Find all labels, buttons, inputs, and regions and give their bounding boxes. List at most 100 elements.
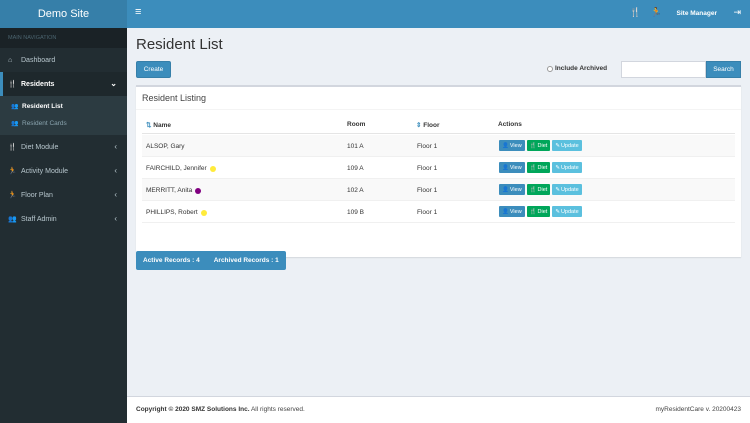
create-button[interactable]: Create bbox=[136, 61, 171, 78]
chevron-down-icon: ⌄ bbox=[110, 79, 117, 88]
cutlery-icon: 🍴 bbox=[8, 144, 17, 151]
user-icon: 👤 bbox=[502, 164, 509, 171]
sidebar-item-staff-admin[interactable]: 👥 Staff Admin ‹ bbox=[0, 207, 127, 231]
users-cog-icon: 👥 bbox=[8, 216, 17, 223]
view-button[interactable]: 👤 View bbox=[499, 184, 525, 195]
cutlery-icon: 🍴 bbox=[529, 186, 537, 193]
floor-cell: Floor 1 bbox=[417, 187, 438, 194]
update-label: Update bbox=[560, 164, 579, 171]
view-label: View bbox=[509, 142, 522, 149]
row-actions: 👤 View 🍴 Diet ✎ Update bbox=[499, 140, 582, 151]
update-button[interactable]: ✎ Update bbox=[552, 140, 582, 151]
sidebar-item-label: Residents bbox=[21, 80, 55, 88]
sidebar-subitem-resident-cards[interactable]: 👥 Resident Cards bbox=[0, 115, 127, 132]
table-row: MERRITT, Anita 102 A Floor 1 👤 View 🍴 Diet… bbox=[142, 179, 735, 201]
room-cell: 101 A bbox=[347, 143, 364, 150]
sidebar-item-dashboard[interactable]: ⌂ Dashboard bbox=[0, 48, 127, 72]
sort-icon: ⇕ bbox=[416, 122, 422, 129]
diet-button[interactable]: 🍴 Diet bbox=[526, 140, 551, 151]
row-actions: 👤 View 🍴 Diet ✎ Update bbox=[499, 184, 582, 195]
sidebar-item-activity-module[interactable]: 🏃 Activity Module ‹ bbox=[0, 159, 127, 183]
view-label: View bbox=[509, 186, 522, 193]
sidebar-item-diet-module[interactable]: 🍴 Diet Module ‹ bbox=[0, 135, 127, 159]
footer: Copyright © 2020 SMZ Solutions Inc. All … bbox=[127, 396, 750, 423]
column-header-name[interactable]: ⇅ Name bbox=[146, 121, 171, 129]
resident-name-cell: PHILLIPS, Robert bbox=[146, 209, 207, 216]
include-archived-radio[interactable] bbox=[547, 65, 553, 72]
resident-name-cell: FAIRCHILD, Jennifer bbox=[146, 165, 216, 172]
view-button[interactable]: 👤 View bbox=[499, 162, 525, 173]
view-label: View bbox=[509, 164, 522, 171]
dashboard-icon: ⌂ bbox=[8, 56, 13, 64]
cutlery-icon: 🍴 bbox=[8, 81, 17, 88]
column-header-floor[interactable]: ⇕ Floor bbox=[416, 121, 440, 129]
site-logo[interactable]: Demo Site bbox=[0, 0, 127, 28]
view-button[interactable]: 👤 View bbox=[499, 206, 525, 217]
top-navbar: ≡ 🍴 🏃 Site Manager ⇥ bbox=[127, 0, 750, 28]
edit-icon: ✎ bbox=[555, 142, 560, 149]
edit-icon: ✎ bbox=[555, 164, 560, 171]
menu-toggle-icon[interactable]: ≡ bbox=[135, 6, 142, 18]
status-dot bbox=[200, 209, 207, 216]
sidebar-item-residents[interactable]: 🍴 Residents ⌄ bbox=[0, 72, 127, 96]
floor-cell: Floor 1 bbox=[417, 209, 438, 216]
table-row: FAIRCHILD, Jennifer 109 A Floor 1 👤 View … bbox=[142, 157, 735, 179]
diet-label: Diet bbox=[537, 142, 548, 149]
row-actions: 👤 View 🍴 Diet ✎ Update bbox=[499, 206, 582, 217]
include-archived-toggle[interactable]: Include Archived bbox=[547, 65, 607, 72]
sidebar-item-label: Diet Module bbox=[21, 143, 59, 151]
sidebar-item-label: Activity Module bbox=[21, 167, 69, 175]
sidebar-subitem-label: Resident Cards bbox=[22, 120, 67, 127]
activity-icon: 🏃 bbox=[8, 168, 17, 175]
records-summary: Active Records : 4 Archived Records : 1 bbox=[136, 251, 286, 270]
status-dot bbox=[209, 165, 216, 172]
archived-records-count: Archived Records : 1 bbox=[213, 257, 279, 264]
update-button[interactable]: ✎ Update bbox=[552, 184, 582, 195]
cutlery-icon: 🍴 bbox=[529, 142, 537, 149]
sidebar-item-floor-plan[interactable]: 🏃 Floor Plan ‹ bbox=[0, 183, 127, 207]
diet-button[interactable]: 🍴 Diet bbox=[526, 184, 551, 195]
update-button[interactable]: ✎ Update bbox=[552, 206, 582, 217]
diet-label: Diet bbox=[537, 164, 548, 171]
cutlery-icon: 🍴 bbox=[529, 164, 537, 171]
sidebar: Demo Site MAIN NAVIGATION ⌂ Dashboard 🍴 … bbox=[0, 0, 127, 423]
column-header-label: Name bbox=[153, 122, 171, 129]
copyright: Copyright © 2020 SMZ Solutions Inc. All … bbox=[136, 406, 305, 413]
resident-listing-box: Resident Listing ⇅ Name Room ⇕ Floor Act… bbox=[136, 85, 741, 257]
search-button[interactable]: Search bbox=[706, 61, 741, 78]
chevron-left-icon: ‹ bbox=[114, 214, 117, 223]
include-archived-label: Include Archived bbox=[555, 65, 608, 72]
chevron-left-icon: ‹ bbox=[114, 166, 117, 175]
cutlery-icon[interactable]: 🍴 bbox=[629, 7, 641, 17]
divider bbox=[136, 109, 741, 110]
diet-button[interactable]: 🍴 Diet bbox=[526, 162, 551, 173]
main-content: Resident List Create Include Archived Se… bbox=[127, 28, 750, 396]
room-cell: 109 A bbox=[347, 165, 364, 172]
update-label: Update bbox=[560, 208, 579, 215]
room-cell: 102 A bbox=[347, 187, 364, 194]
box-title: Resident Listing bbox=[142, 93, 207, 103]
view-button[interactable]: 👤 View bbox=[499, 140, 525, 151]
search-input[interactable] bbox=[621, 61, 706, 78]
user-icon: 👤 bbox=[502, 186, 509, 193]
room-cell: 109 B bbox=[347, 209, 364, 216]
diet-label: Diet bbox=[537, 208, 548, 215]
diet-button[interactable]: 🍴 Diet bbox=[526, 206, 551, 217]
floor-cell: Floor 1 bbox=[417, 165, 438, 172]
sidebar-subitem-resident-list[interactable]: 👥 Resident List bbox=[0, 98, 127, 115]
residents-submenu: 👥 Resident List 👥 Resident Cards bbox=[0, 96, 127, 135]
resident-name-cell: MERRITT, Anita bbox=[146, 187, 202, 194]
column-header-room: Room bbox=[347, 121, 366, 128]
copyright-prefix: Copyright © 2020 bbox=[136, 406, 190, 413]
running-icon[interactable]: 🏃 bbox=[650, 7, 662, 17]
chevron-left-icon: ‹ bbox=[114, 142, 117, 151]
company-link[interactable]: SMZ Solutions Inc. bbox=[191, 406, 250, 413]
column-header-label: Floor bbox=[423, 122, 440, 129]
resident-name: MERRITT, Anita bbox=[146, 187, 193, 194]
update-label: Update bbox=[560, 142, 579, 149]
sign-out-icon[interactable]: ⇥ bbox=[733, 7, 741, 17]
user-menu[interactable]: Site Manager bbox=[676, 10, 717, 17]
app-version: myResidentCare v. 20200423 bbox=[655, 406, 741, 413]
update-button[interactable]: ✎ Update bbox=[552, 162, 582, 173]
row-actions: 👤 View 🍴 Diet ✎ Update bbox=[499, 162, 582, 173]
